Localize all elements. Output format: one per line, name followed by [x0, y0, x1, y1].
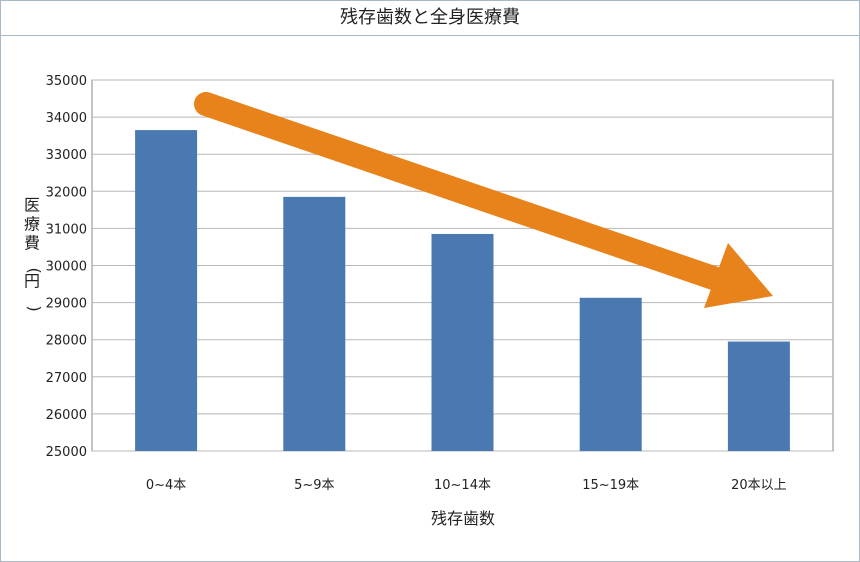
y-axis-ticks: 25000 26000 27000 28000 29000 30000 31000 32000… — [46, 74, 87, 460]
y-tick-label: 34000 — [46, 111, 87, 126]
bar — [431, 233, 494, 451]
y-tick-label: 31000 — [46, 222, 87, 237]
trend-arrow — [194, 92, 773, 308]
y-tick-label: 33000 — [46, 148, 87, 163]
arrow-shaft — [194, 92, 740, 295]
x-tick-label: 20本以上 — [731, 478, 787, 493]
y-tick-label: 26000 — [46, 408, 87, 423]
bar — [727, 341, 790, 451]
x-tick-label: 5~9本 — [294, 478, 334, 493]
y-tick-label: 30000 — [46, 260, 87, 275]
bars — [135, 130, 790, 451]
x-axis-title: 残存歯数 — [431, 509, 495, 528]
arrow-head — [704, 243, 773, 308]
y-axis-title: 医療費(円) — [24, 196, 44, 312]
bar — [579, 297, 642, 451]
y-tick-label: 32000 — [46, 185, 87, 200]
y-tick-label: 27000 — [46, 371, 87, 386]
chart-title: 残存歯数と全身医療費 — [1, 1, 859, 36]
bar — [135, 130, 198, 451]
x-tick-label: 0~4本 — [146, 478, 186, 493]
x-axis-ticks: 0~4本 5~9本 10~14本 15~19本 20本以上 — [146, 478, 787, 493]
y-tick-label: 25000 — [46, 445, 87, 460]
x-tick-label: 10~14本 — [434, 478, 491, 493]
y-tick-label: 29000 — [46, 297, 87, 312]
bar — [283, 196, 346, 451]
y-tick-label: 28000 — [46, 334, 87, 349]
y-tick-label: 35000 — [46, 74, 87, 89]
x-tick-label: 15~19本 — [582, 478, 639, 493]
